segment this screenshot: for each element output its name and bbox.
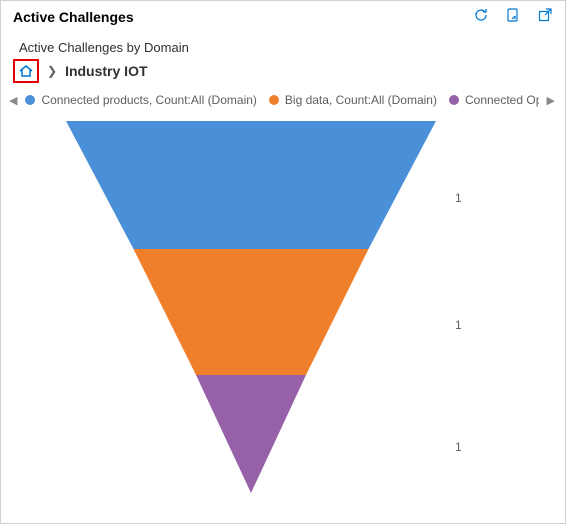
funnel-segment[interactable] (134, 249, 369, 375)
funnel-value-label: 1 (455, 440, 462, 454)
breadcrumb-label: Industry IOT (65, 63, 147, 79)
legend-prev-icon[interactable]: ◀ (7, 94, 19, 107)
legend-label: Connected products, Count:All (Domain) (41, 93, 256, 107)
chevron-right-icon: ❯ (47, 64, 57, 78)
funnel-segment[interactable] (66, 121, 436, 249)
legend-item[interactable]: Connected Opera (449, 93, 539, 107)
refresh-icon[interactable] (473, 7, 489, 26)
legend-label: Big data, Count:All (Domain) (285, 93, 437, 107)
legend-next-icon[interactable]: ▶ (545, 94, 557, 107)
page-title: Active Challenges (13, 9, 134, 25)
funnel-segment[interactable] (196, 375, 306, 493)
funnel-value-label: 1 (455, 191, 462, 205)
export-icon[interactable] (505, 7, 521, 26)
legend-dot-icon (25, 95, 35, 105)
funnel-value-label: 1 (455, 318, 462, 332)
funnel-chart: 1 1 1 (1, 111, 565, 501)
legend: Connected products, Count:All (Domain) Bi… (25, 93, 538, 107)
legend-item[interactable]: Big data, Count:All (Domain) (269, 93, 437, 107)
legend-dot-icon (269, 95, 279, 105)
legend-dot-icon (449, 95, 459, 105)
open-external-icon[interactable] (537, 7, 553, 26)
subtitle: Active Challenges by Domain (1, 30, 565, 59)
breadcrumb: ❯ Industry IOT (1, 59, 565, 83)
home-icon[interactable] (13, 59, 39, 83)
legend-label: Connected Opera (465, 93, 539, 107)
legend-item[interactable]: Connected products, Count:All (Domain) (25, 93, 256, 107)
